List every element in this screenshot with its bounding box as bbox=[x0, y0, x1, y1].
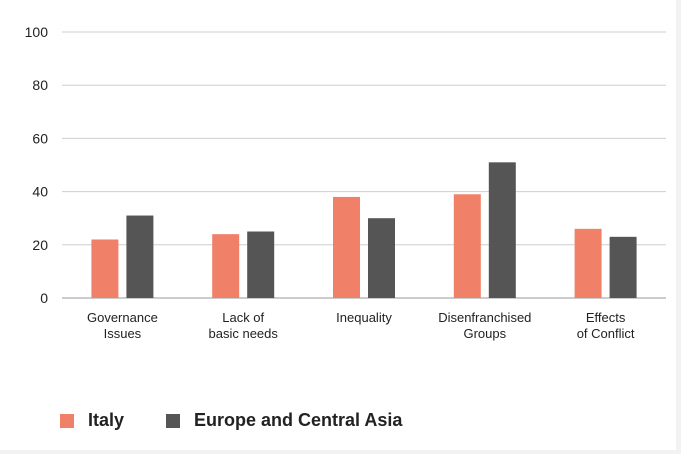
x-tick-label-line: Inequality bbox=[336, 310, 392, 325]
x-tick-label-line: Effects bbox=[586, 310, 626, 325]
bar-europe-and-central-asia-0 bbox=[126, 215, 154, 298]
x-tick-label-line: Issues bbox=[104, 326, 142, 341]
x-tick-label-0: Governance Issues bbox=[87, 310, 158, 341]
bar-italy-4 bbox=[574, 228, 602, 298]
bar-chart: 0 20 40 60 80 100 Governance Issues Lack of basic… bbox=[25, 24, 666, 341]
bar-italy-0 bbox=[91, 239, 119, 298]
bar-europe-and-central-asia-3 bbox=[488, 162, 516, 298]
x-tick-label-1: Lack of basic needs bbox=[209, 310, 279, 341]
x-tick-label-line: Governance bbox=[87, 310, 158, 325]
legend-item-europe-central-asia: Europe and Central Asia bbox=[166, 410, 402, 431]
legend-label-europe-central-asia: Europe and Central Asia bbox=[194, 410, 403, 430]
legend-item-italy: Italy bbox=[60, 410, 124, 431]
y-tick-label-20: 20 bbox=[32, 237, 48, 253]
y-tick-label-100: 100 bbox=[25, 24, 49, 40]
bar-europe-and-central-asia-2 bbox=[368, 218, 395, 298]
bar-europe-and-central-asia-4 bbox=[609, 236, 637, 298]
legend: Italy Europe and Central Asia bbox=[60, 410, 444, 431]
x-tick-label-line: Disenfranchised bbox=[438, 310, 531, 325]
legend-label-italy: Italy bbox=[88, 410, 125, 430]
x-tick-label-line: Groups bbox=[463, 326, 506, 341]
y-tick-label-40: 40 bbox=[32, 184, 48, 200]
x-tick-label-line: Lack of bbox=[222, 310, 264, 325]
x-tick-label-line: of Conflict bbox=[577, 326, 635, 341]
x-tick-label-2: Inequality bbox=[336, 310, 392, 325]
y-tick-label-80: 80 bbox=[32, 77, 48, 93]
bar-europe-and-central-asia-1 bbox=[247, 231, 275, 298]
y-tick-label-60: 60 bbox=[32, 130, 48, 146]
y-tick-label-0: 0 bbox=[40, 290, 48, 306]
bar-italy-2 bbox=[333, 196, 360, 298]
legend-swatch-europe-central-asia bbox=[166, 413, 181, 428]
x-tick-label-4: Effects of Conflict bbox=[577, 310, 635, 341]
bar-italy-1 bbox=[212, 234, 240, 298]
x-tick-label-line: basic needs bbox=[209, 326, 279, 341]
x-tick-label-3: Disenfranchised Groups bbox=[438, 310, 531, 341]
bar-italy-3 bbox=[453, 194, 481, 298]
legend-swatch-italy bbox=[60, 413, 74, 428]
